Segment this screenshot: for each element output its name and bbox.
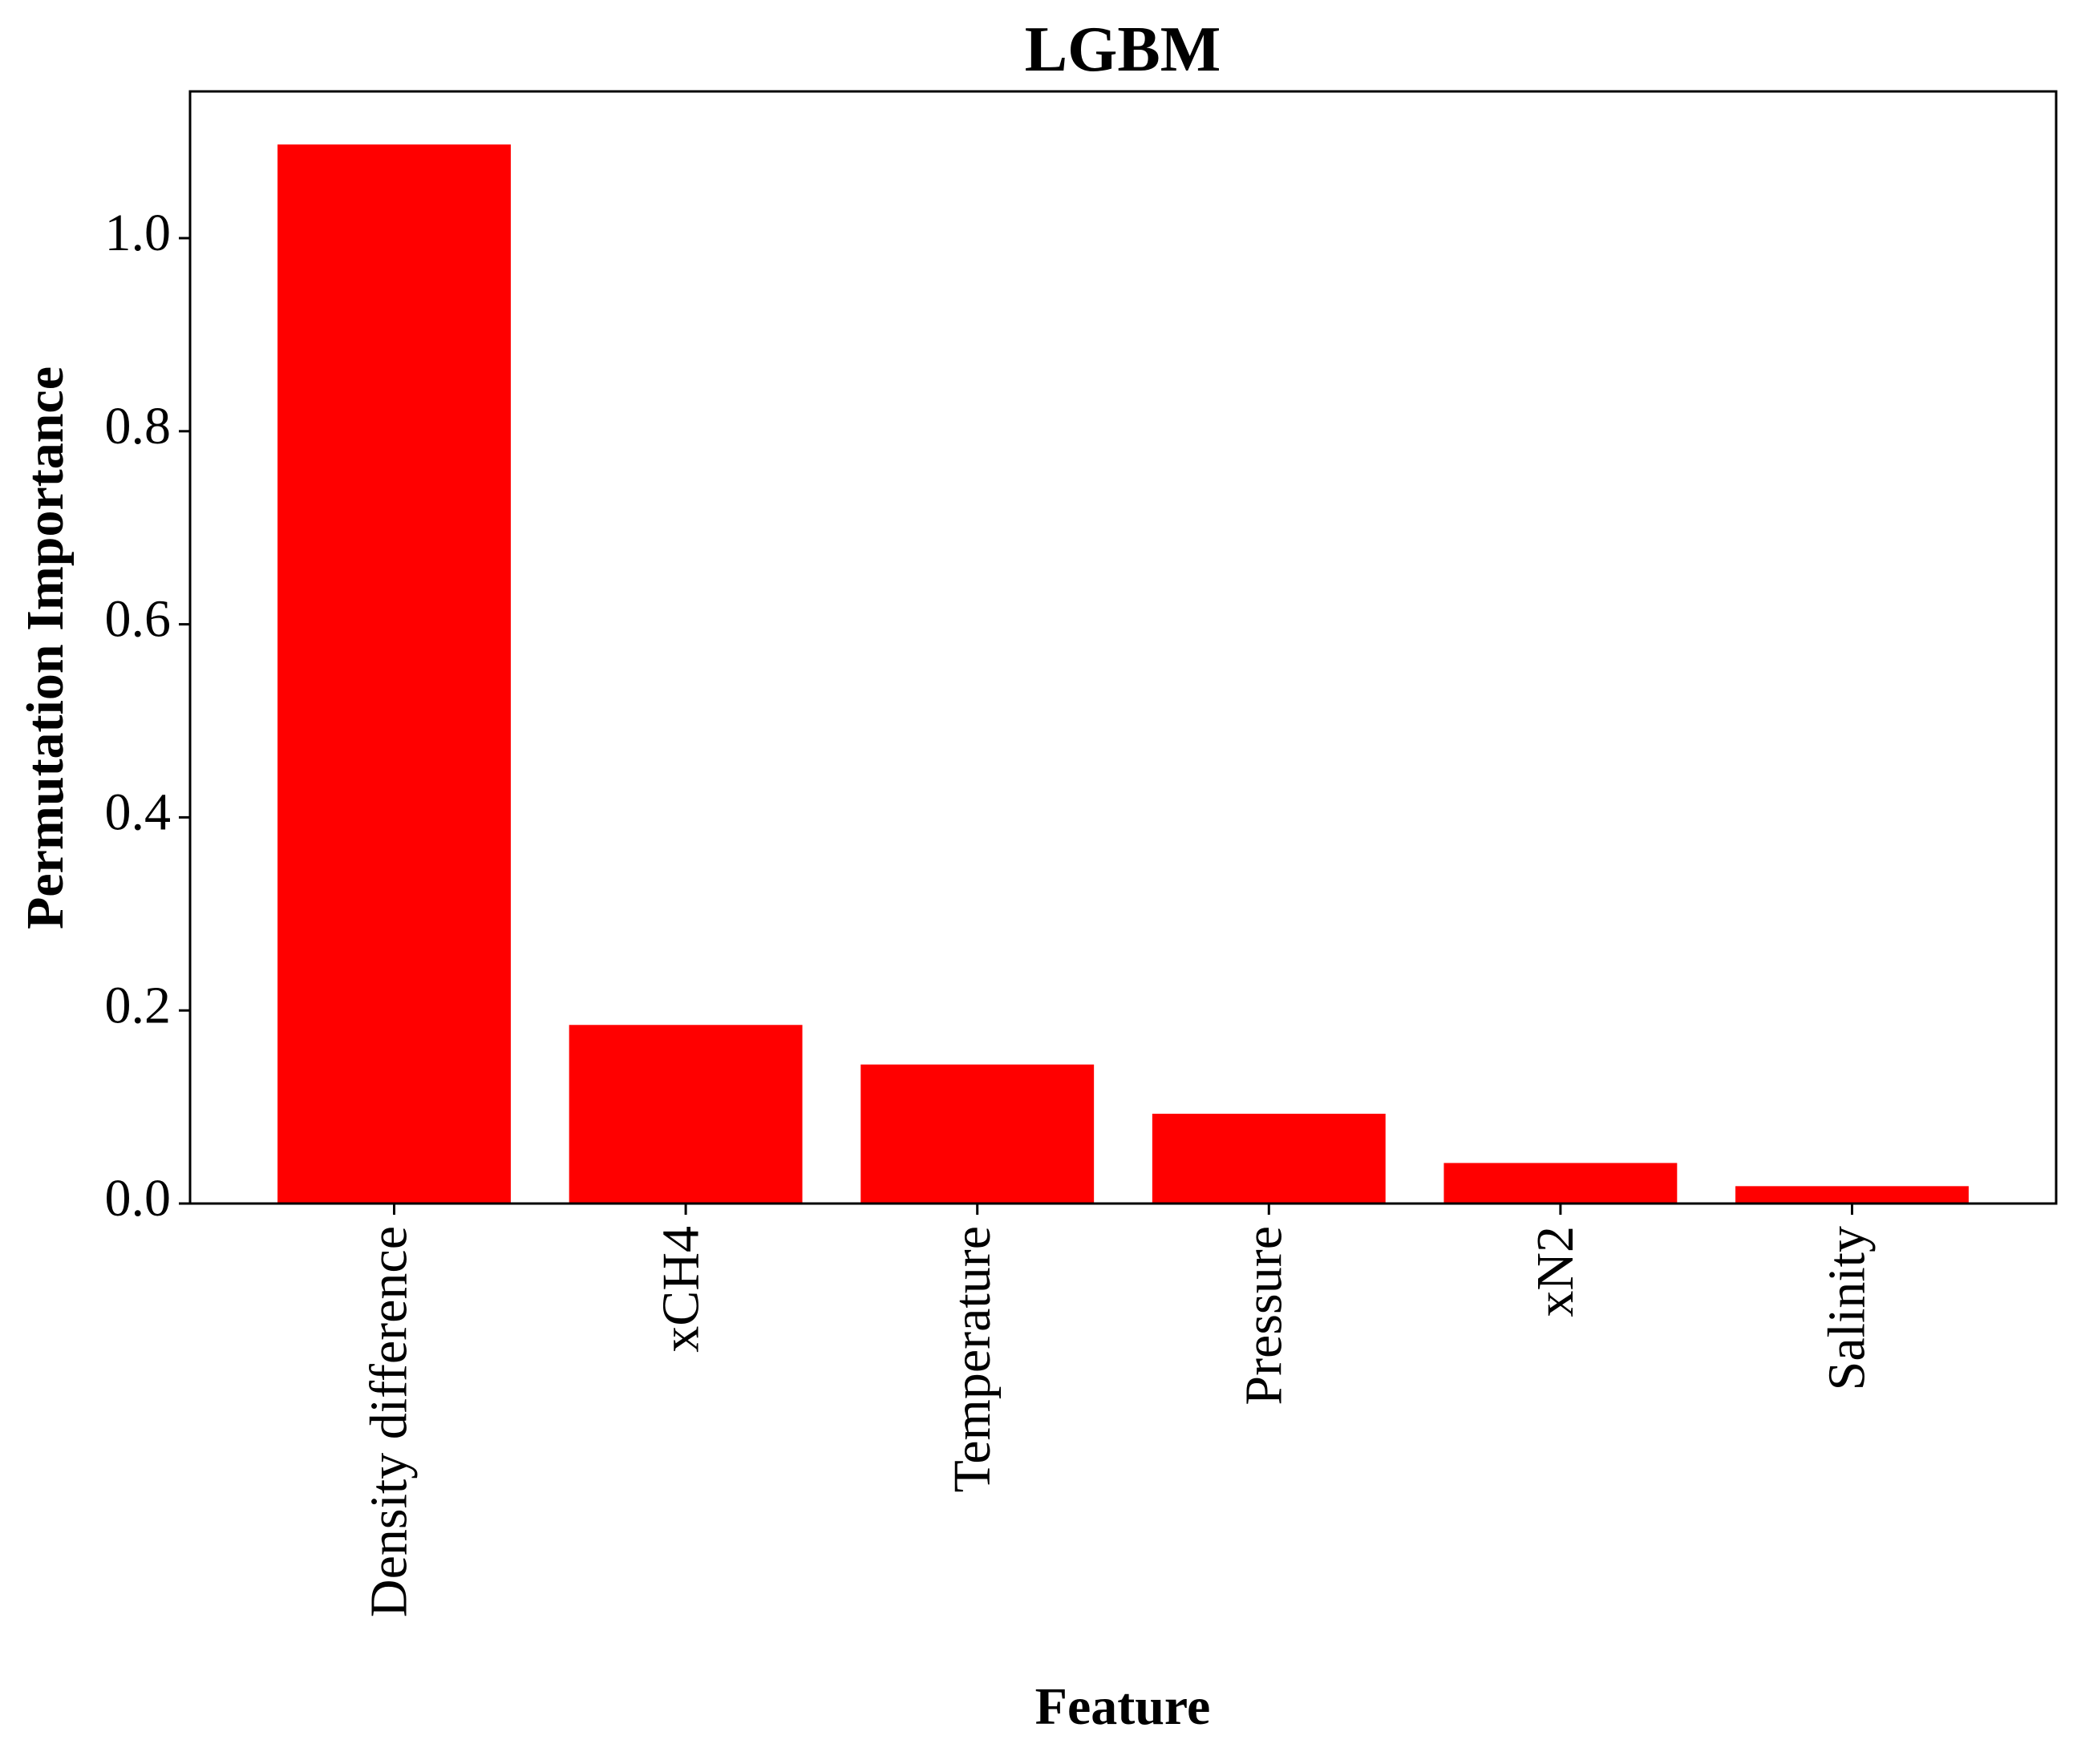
x-axis-label: Feature — [1035, 1677, 1211, 1736]
x-tick-label: Pressure — [1234, 1226, 1293, 1406]
bar-xch4 — [569, 1025, 803, 1204]
y-tick-label: 0.4 — [105, 783, 172, 842]
y-tick-label: 0.6 — [105, 590, 172, 649]
bar-density-difference — [277, 144, 511, 1204]
x-axis-ticks: Density difference xCH4 Temperature Pressur… — [360, 1204, 1877, 1617]
y-tick-label: 1.0 — [105, 204, 172, 262]
x-tick-label: Salinity — [1818, 1226, 1877, 1390]
y-tick-label: 0.2 — [105, 976, 172, 1034]
chart-title: LGBM — [1025, 14, 1221, 85]
x-tick-label: xCH4 — [651, 1226, 710, 1353]
bars-group — [277, 144, 1969, 1204]
bar-salinity — [1735, 1186, 1969, 1204]
bar-temperature — [860, 1064, 1095, 1204]
bar-xn2 — [1443, 1163, 1678, 1204]
x-tick-label: Density difference — [360, 1226, 419, 1617]
y-axis-ticks: 0.0 0.2 0.4 0.6 0.8 1.0 — [105, 204, 190, 1228]
x-tick-label: xN2 — [1526, 1226, 1585, 1317]
y-tick-label: 0.0 — [105, 1169, 172, 1228]
bar-pressure — [1152, 1114, 1386, 1204]
plot-area-frame — [188, 90, 2058, 1205]
y-tick-label: 0.8 — [105, 397, 172, 455]
x-tick-label: Temperature — [943, 1226, 1002, 1493]
y-axis-label: Permutation Importance — [16, 366, 75, 929]
